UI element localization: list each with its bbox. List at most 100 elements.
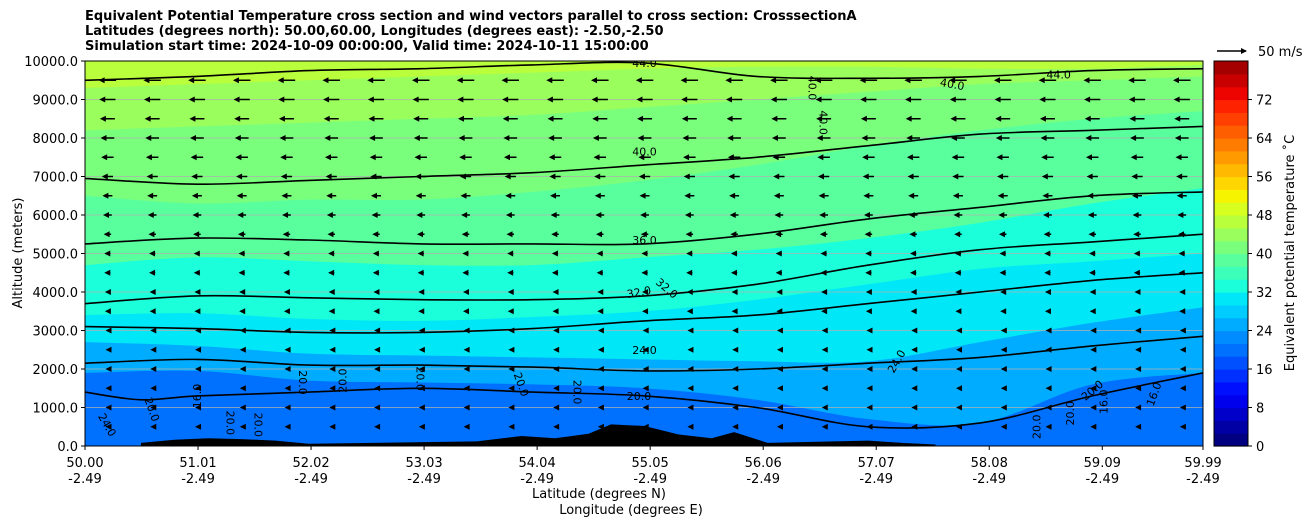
wind-vector — [239, 385, 246, 392]
wind-vector — [1179, 289, 1186, 295]
wind-vector — [370, 192, 381, 199]
wind-vector — [821, 346, 828, 353]
wind-vector — [864, 212, 873, 218]
wind-vector — [911, 404, 918, 411]
wind-vector — [458, 115, 474, 122]
wind-vector — [370, 173, 382, 180]
wind-vector — [367, 96, 385, 103]
wind-vector — [949, 77, 967, 84]
wind-vector — [194, 289, 201, 295]
wind-vector — [418, 385, 425, 392]
colorbar-segment — [1214, 61, 1248, 75]
wind-vector — [640, 231, 649, 238]
wind-vector — [681, 115, 697, 122]
wind-vector — [639, 192, 650, 199]
wind-vector — [105, 423, 112, 430]
wind-vector — [1179, 423, 1186, 430]
wind-vector — [866, 404, 873, 411]
x-tick-label-lon: -2.49 — [294, 472, 328, 487]
wind-vector — [411, 77, 430, 84]
wind-vector — [1128, 77, 1146, 84]
wind-vector — [1045, 346, 1052, 353]
wind-vector — [725, 77, 743, 84]
wind-vector — [546, 77, 564, 84]
contour-label: 16.0 — [191, 384, 204, 409]
wind-vector — [729, 192, 740, 199]
wind-vector — [775, 269, 782, 276]
wind-vector — [149, 269, 156, 276]
contour-line-40.0 — [85, 125, 1203, 186]
wind-vector — [374, 346, 381, 353]
x-tick-label-lat: 54.04 — [519, 456, 556, 471]
wind-vector — [372, 231, 380, 238]
wind-vector — [906, 135, 921, 141]
wind-vector — [412, 96, 429, 103]
wind-vector — [279, 135, 294, 141]
wind-vector — [105, 346, 112, 353]
wind-vector — [463, 308, 470, 315]
colorbar-segment — [1214, 189, 1248, 203]
wind-vector — [192, 212, 202, 218]
wind-vector — [239, 346, 246, 353]
wind-vector — [815, 96, 832, 103]
contour-line-28.0 — [85, 272, 1203, 334]
wind-vector — [816, 135, 831, 141]
wind-vector — [684, 192, 695, 199]
wind-vector — [463, 327, 470, 334]
wind-vector — [682, 135, 697, 141]
colorbar-segment — [1214, 227, 1248, 242]
wind-vector — [730, 269, 738, 276]
wind-vector — [1179, 327, 1186, 334]
wind-vector — [1087, 192, 1098, 199]
wind-vector — [414, 154, 427, 161]
wind-vector — [237, 231, 246, 238]
wind-vector — [508, 366, 515, 372]
wind-vector — [374, 385, 381, 392]
wind-vector — [1135, 327, 1142, 334]
chart-title: Equivalent Potential Temperature cross s… — [85, 9, 857, 54]
y-tick-label: 10000.0 — [24, 55, 78, 70]
wind-vector — [814, 77, 833, 84]
x-tick-label-lat: 59.99 — [1184, 456, 1221, 471]
wind-vector — [1133, 250, 1141, 257]
colorbar-tick-label: 48 — [1256, 209, 1273, 224]
wind-vector — [999, 250, 1006, 257]
wind-vector — [776, 366, 783, 372]
colorbar-tick-label: 56 — [1256, 171, 1273, 186]
wind-vector — [239, 327, 246, 334]
wind-vector — [329, 327, 336, 334]
wind-vector — [415, 173, 427, 180]
wind-vector — [642, 346, 649, 353]
wind-vector — [954, 231, 962, 238]
wind-vector — [235, 154, 248, 161]
wind-vector — [237, 212, 247, 218]
wind-vector — [99, 115, 115, 122]
colorbar-segment — [1214, 163, 1248, 178]
wind-vector — [549, 173, 561, 180]
wind-vector — [501, 77, 520, 84]
wind-vector — [104, 269, 111, 276]
wind-vector — [681, 96, 698, 103]
colorbar-segment — [1214, 369, 1248, 383]
wind-vector — [597, 346, 604, 353]
wind-vector — [1000, 289, 1007, 295]
colorbar-tick-label: 0 — [1256, 440, 1264, 455]
wind-vector — [149, 308, 156, 315]
wind-vector — [956, 423, 963, 430]
wind-vector — [150, 366, 157, 372]
x-tick-label-lon: -2.49 — [1186, 472, 1220, 487]
wind-vector — [956, 366, 963, 372]
wind-vector — [326, 192, 337, 199]
contour-label: 20.0 — [296, 370, 309, 395]
wind-vector — [865, 250, 872, 257]
wind-vector — [635, 77, 654, 84]
y-tick-label: 2000.0 — [33, 363, 79, 378]
wind-vector — [1083, 77, 1101, 84]
x-tick-label-lat: 51.01 — [179, 456, 216, 471]
contour-label: 20.0 — [570, 380, 583, 405]
contour-label: 44.0 — [632, 57, 657, 70]
wind-vector — [418, 366, 425, 372]
wind-vector — [636, 96, 653, 103]
wind-vector — [1134, 308, 1141, 315]
